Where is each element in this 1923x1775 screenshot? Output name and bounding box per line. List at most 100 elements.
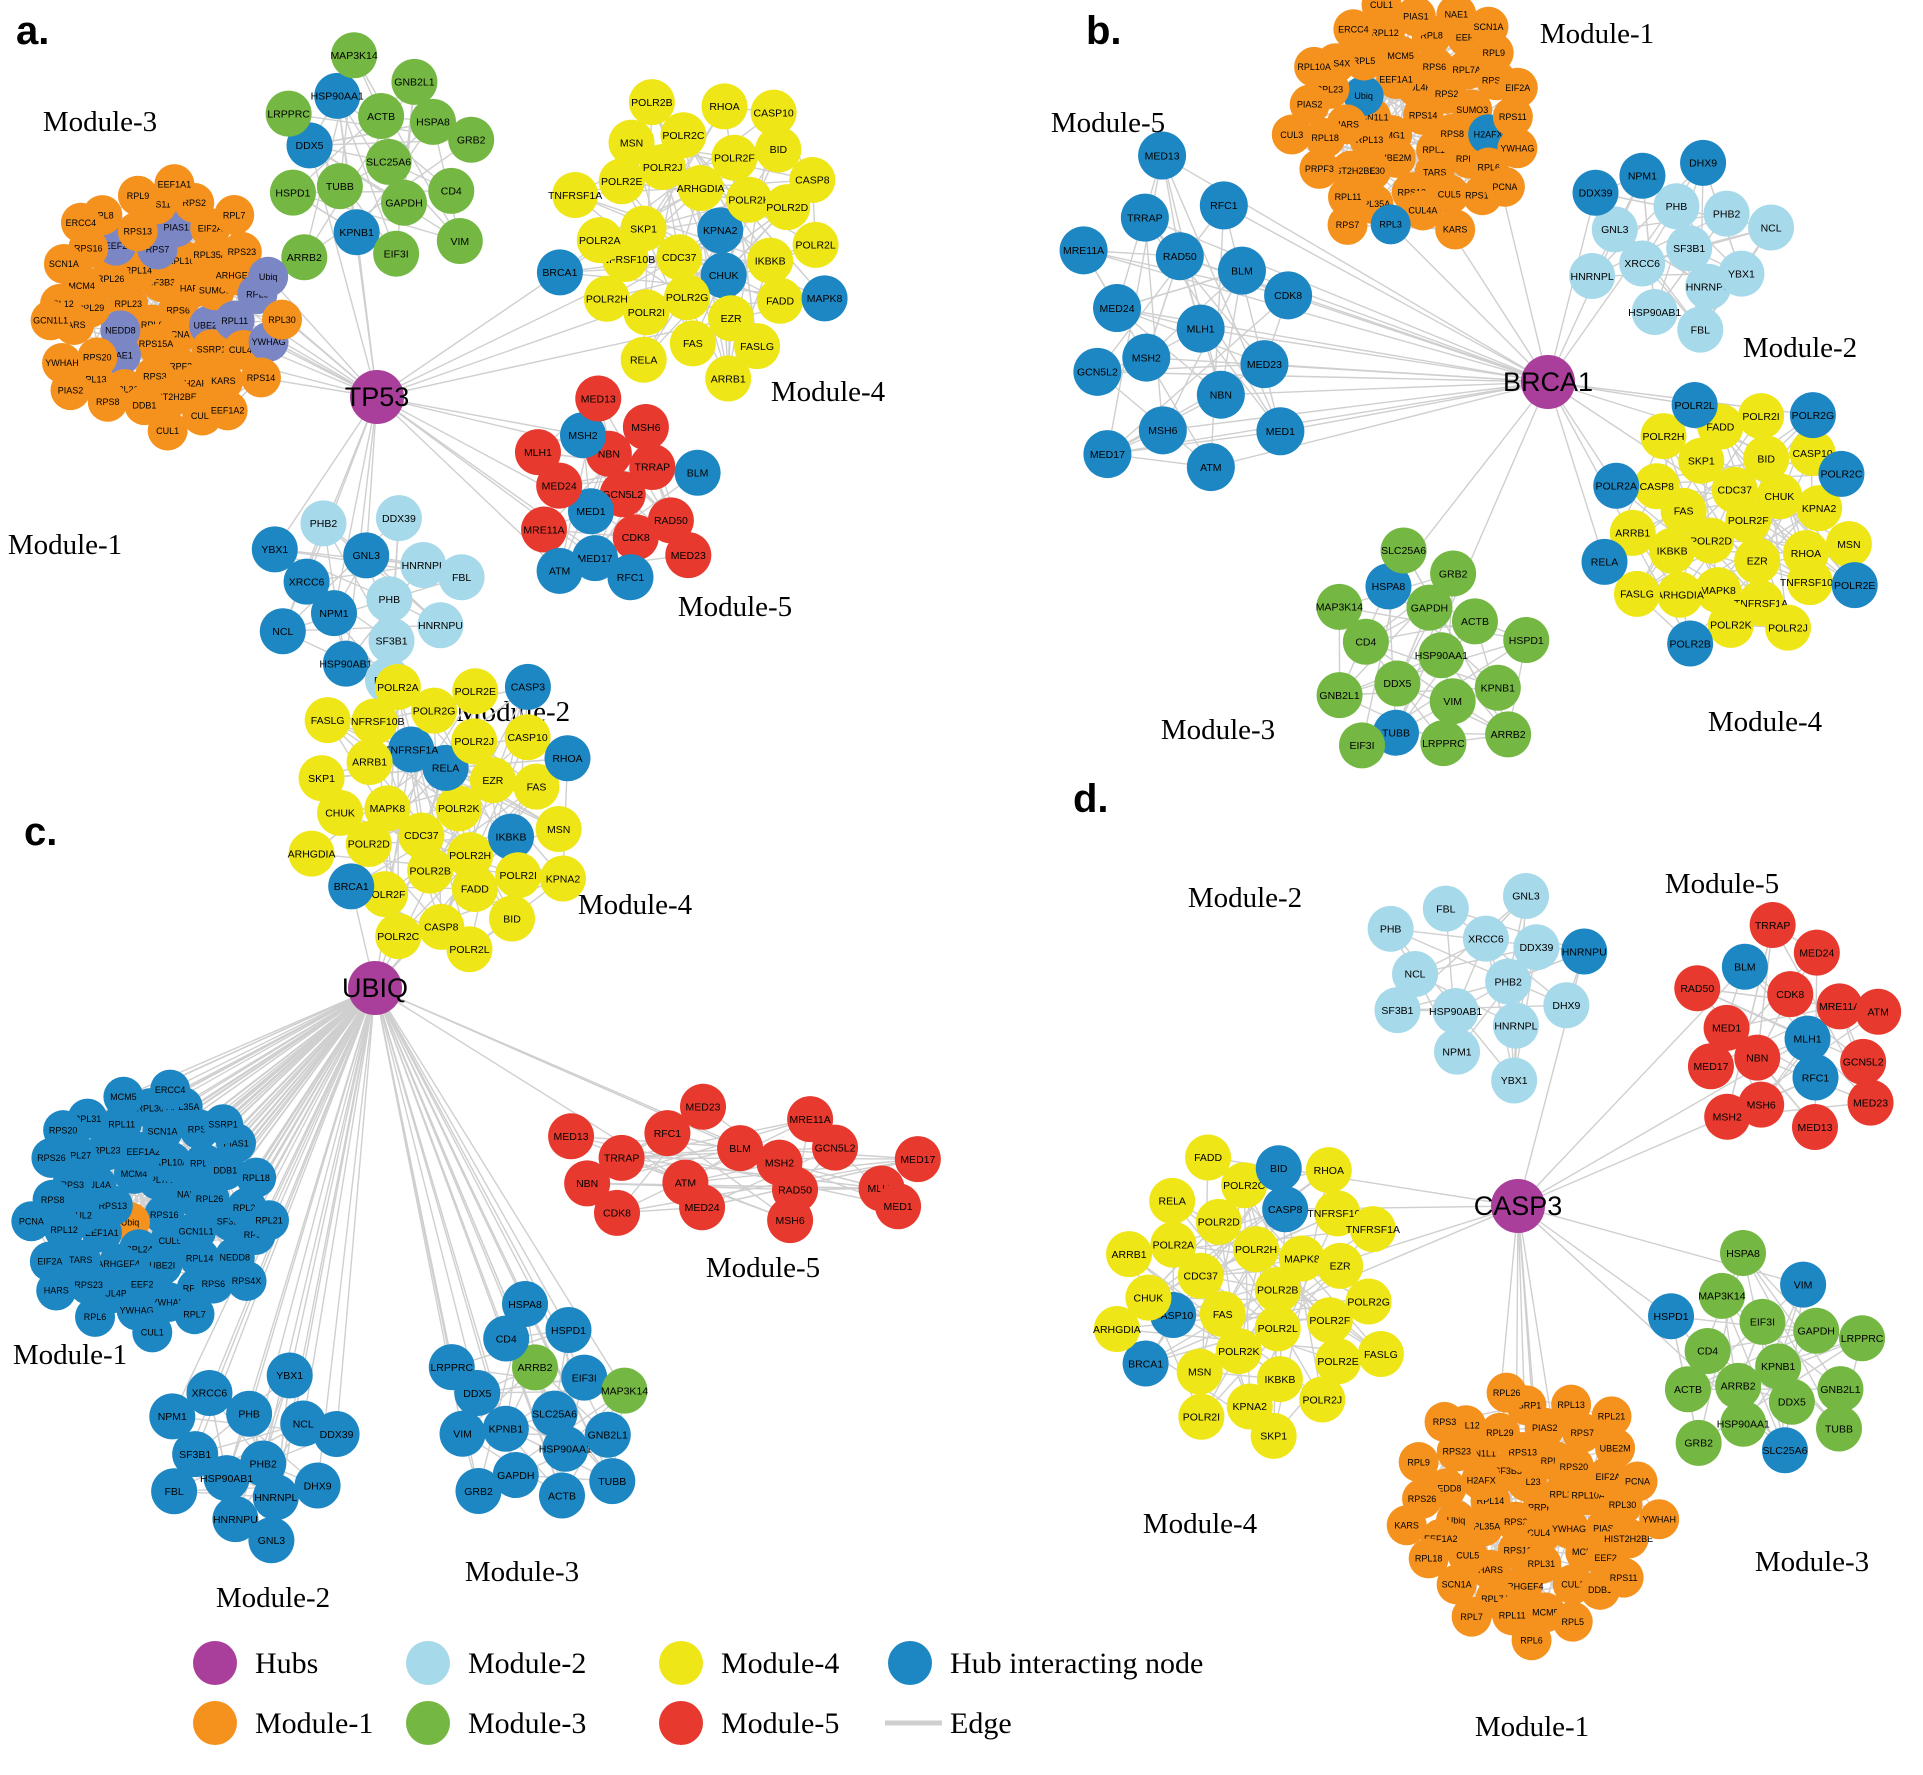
network-node [193, 1263, 234, 1304]
network-node [1675, 1419, 1722, 1466]
node-label: RPS23 [1482, 75, 1511, 85]
node-label: HNRNPL [1571, 271, 1614, 283]
module-label: Module-3 [1755, 1546, 1869, 1578]
node-label: UBE2I [149, 1260, 175, 1270]
edge [282, 624, 441, 632]
node-label: YBX1 [1728, 268, 1755, 280]
network-node [1817, 1366, 1864, 1413]
node-label: GCN1L1 [33, 316, 68, 326]
node-label: KPNB1 [489, 1424, 524, 1436]
network-node [1678, 437, 1725, 484]
edge [1096, 204, 1225, 373]
node-label: TNFRSF1A [1346, 1224, 1400, 1236]
network-node [1793, 929, 1840, 976]
node-label: POLR2F [365, 889, 406, 901]
network-node [1176, 1348, 1223, 1395]
panel-a-nodes: SLC25A6 TUBB ACTB GAPDH DDX5 HSPA8 KPNB1 HSP90A… [30, 32, 848, 704]
network-node [757, 277, 804, 324]
node-label: GAPDH [497, 1470, 534, 1482]
node-label: PHB [1666, 201, 1688, 213]
node-label: BLM [687, 468, 709, 480]
node-label: NBN [598, 448, 620, 460]
panel-c-nodes: POLR2K CDC37 RELA POLR2H MAPK8 EZR POLR2B TNFRS… [11, 663, 941, 1564]
node-label: CASP10 [754, 107, 794, 119]
node-label: FBL [1691, 324, 1710, 336]
network-node [1327, 176, 1368, 217]
hub-edge [376, 396, 584, 436]
node-label: POLR2D [1690, 535, 1732, 547]
network-node [1386, 1505, 1427, 1546]
node-label: MSN [1837, 539, 1860, 551]
edge [621, 1118, 811, 1159]
network-node [1150, 1221, 1197, 1268]
node-label: POLR2A [1153, 1239, 1194, 1251]
network-node [542, 1425, 589, 1472]
network-node [1255, 1145, 1302, 1192]
network-node [1677, 306, 1724, 353]
node-label: MAP3K14 [1698, 1291, 1745, 1303]
node-label: RPL35A [1357, 199, 1391, 209]
node-label: RPL9 [127, 191, 150, 201]
node-label: PIAS1 [1403, 12, 1429, 22]
network-node [1595, 1428, 1636, 1469]
network-node [11, 1201, 52, 1242]
edge [1591, 212, 1727, 277]
network-node [483, 1315, 530, 1362]
node-label: ARHGEF4 [97, 1259, 140, 1269]
network-node [1553, 1446, 1594, 1487]
network-node [375, 913, 422, 960]
node-label: PRPF3 [163, 361, 192, 371]
node-label: POLR2B [409, 865, 450, 877]
network-node [1451, 1596, 1492, 1637]
node-label: GCN1L1 [179, 1227, 214, 1237]
node-label: RPL35A [1467, 1522, 1501, 1532]
network-node [1294, 46, 1335, 87]
network-node [589, 1458, 636, 1505]
node-label: SF3B1 [1381, 1005, 1413, 1017]
hub-edge [374, 987, 585, 1378]
node-label: POLR2J [1303, 1394, 1343, 1406]
panel-d-labels: Module-2 Module-5 Module-4 Module-3 Module-1… [1073, 777, 1869, 1743]
node-label: POLR2C [377, 931, 419, 943]
network-node [249, 1200, 290, 1241]
network-node [1083, 430, 1132, 479]
node-label: CASP8 [795, 175, 830, 187]
node-label: EZR [482, 775, 503, 787]
node-label: UBE2M [1380, 153, 1411, 163]
node-label: FBL [452, 572, 471, 584]
network-node [1093, 1306, 1140, 1353]
node-label: SKP1 [630, 223, 657, 235]
hub-edge [302, 987, 376, 1424]
network-node [1687, 1043, 1734, 1090]
network-node [226, 1260, 267, 1301]
network-node [1617, 1461, 1658, 1502]
node-label: KPNB1 [1481, 682, 1516, 694]
network-node [1120, 193, 1169, 242]
node-label: ARHGDIA [1656, 590, 1704, 602]
node-label: POLR2J [454, 736, 494, 748]
node-label: VIM [1794, 1279, 1813, 1291]
node-label: RPS13 [1508, 1447, 1537, 1457]
network-node [1395, 0, 1436, 37]
edge [1223, 205, 1282, 432]
network-node [552, 172, 599, 219]
node-label: CD4 [496, 1333, 517, 1345]
network-node [1561, 928, 1608, 975]
network-node [1392, 950, 1439, 997]
node-label: RAD50 [654, 515, 688, 527]
node-label: RPL11 [1499, 1611, 1526, 1621]
node-label: EMG1 [1379, 130, 1405, 140]
node-label: HSP90AB1 [1628, 307, 1681, 319]
network-node [488, 813, 535, 860]
network-node [1264, 271, 1313, 320]
network-node [343, 532, 390, 579]
node-label: TNFRSF1A [1734, 598, 1788, 610]
network-node [576, 217, 623, 264]
node-label: POLR2E [1317, 1356, 1358, 1368]
node-label: PHB2 [249, 1458, 277, 1470]
node-label: GRB2 [457, 135, 486, 147]
network-node [1178, 1393, 1225, 1440]
network-node [1436, 0, 1477, 35]
node-label: POLR2L [795, 240, 835, 252]
network-node [1217, 246, 1266, 295]
